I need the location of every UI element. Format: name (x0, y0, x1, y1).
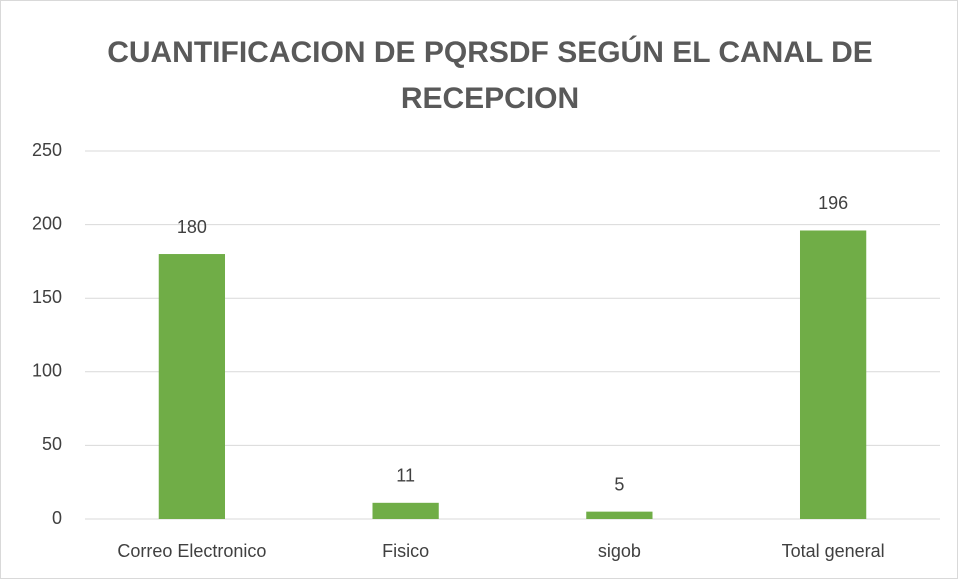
chart-title: CUANTIFICACION DE PQRSDF SEGÚN EL CANAL … (107, 36, 873, 115)
x-tick-label: Fisico (382, 541, 429, 561)
data-label: 196 (818, 193, 848, 213)
y-tick-label: 150 (32, 287, 62, 307)
data-label: 5 (614, 474, 624, 494)
data-label: 180 (177, 217, 207, 237)
y-tick-label: 200 (32, 213, 62, 233)
x-tick-label: Correo Electronico (117, 541, 266, 561)
bar (586, 511, 653, 519)
y-tick-label: 250 (32, 140, 62, 160)
y-tick-label: 0 (52, 508, 62, 528)
x-tick-label: sigob (598, 541, 641, 561)
x-tick-label: Total general (782, 541, 885, 561)
bar (158, 254, 226, 520)
bar (372, 502, 439, 519)
y-tick-label: 50 (42, 434, 62, 454)
bar (799, 230, 867, 519)
data-label: 11 (396, 466, 415, 486)
y-tick-label: 100 (32, 361, 62, 381)
